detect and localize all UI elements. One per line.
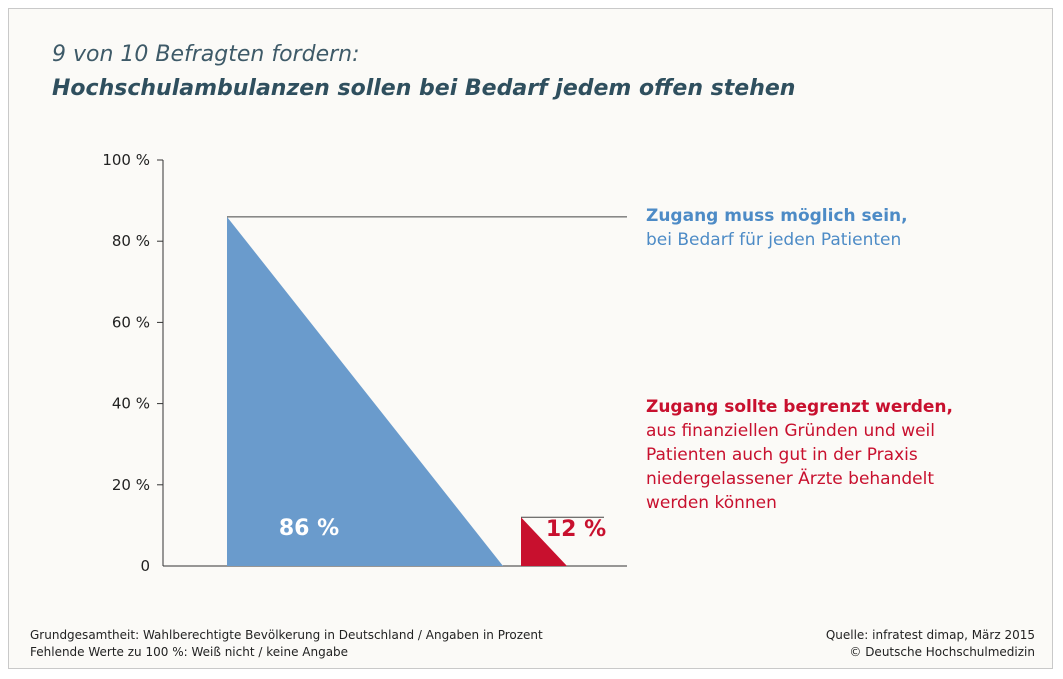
y-tick-label: 40 % bbox=[112, 395, 150, 413]
legend-yes-line: bei Bedarf für jeden Patienten bbox=[646, 230, 902, 250]
footer-notes: Grundgesamtheit: Wahlberechtigte Bevölke… bbox=[30, 627, 543, 661]
y-tick-label: 20 % bbox=[112, 476, 150, 494]
data-label: 12 % bbox=[546, 517, 606, 542]
bar-zugang-begrenzt bbox=[521, 517, 567, 566]
source-note: Quelle: infratest dimap, März 2015 bbox=[825, 628, 1035, 642]
copyright-note: © Deutsche Hochschulmedizin bbox=[849, 645, 1035, 659]
y-tick-label: 0 bbox=[140, 557, 150, 575]
footer-source: Quelle: infratest dimap, März 2015 © Deu… bbox=[826, 627, 1035, 661]
legend-no-heading: Zugang sollte begrenzt werden, bbox=[646, 397, 953, 417]
legend-yes: Zugang muss möglich sein, bei Bedarf für… bbox=[646, 204, 908, 252]
legend-no-line: aus finanziellen Gründen und weil bbox=[646, 421, 936, 441]
legend-no-line: werden können bbox=[646, 493, 777, 513]
bar-zugang-moeglich bbox=[227, 216, 503, 566]
footer-base-note: Grundgesamtheit: Wahlberechtigte Bevölke… bbox=[30, 628, 543, 642]
y-tick-label: 80 % bbox=[112, 232, 150, 250]
legend-yes-heading: Zugang muss möglich sein, bbox=[646, 206, 908, 226]
legend-no-line: niedergelassener Ärzte behandelt bbox=[646, 469, 935, 489]
y-tick-label: 60 % bbox=[112, 313, 150, 331]
data-label: 86 % bbox=[279, 516, 339, 541]
legend-no-line: Patienten auch gut in der Praxis bbox=[646, 445, 918, 465]
footer-missing-note: Fehlende Werte zu 100 %: Weiß nicht / ke… bbox=[30, 645, 349, 659]
chart-title: 9 von 10 Befragten fordern: bbox=[52, 42, 360, 67]
legend-no: Zugang sollte begrenzt werden, aus finan… bbox=[646, 395, 953, 515]
chart-subtitle: Hochschulambulanzen sollen bei Bedarf je… bbox=[52, 76, 796, 101]
y-tick-label: 100 % bbox=[102, 151, 150, 169]
